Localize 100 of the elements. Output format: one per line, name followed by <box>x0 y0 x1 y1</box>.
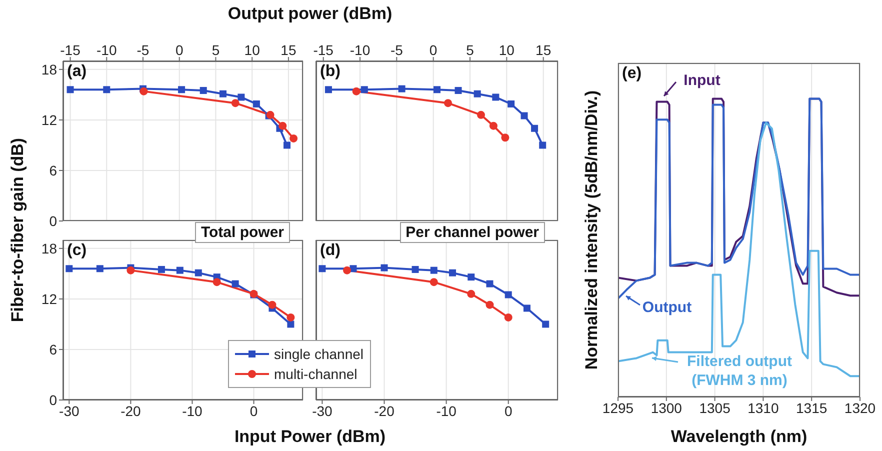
x-tick-label: -5 <box>136 42 150 58</box>
x-tick-label: -30 <box>59 402 80 419</box>
x-tick-label: 15 <box>536 42 552 58</box>
point <box>477 110 485 119</box>
y-tick-label: 6 <box>49 341 58 358</box>
x-tick-label: 1295 <box>602 400 634 416</box>
point <box>430 278 438 286</box>
x-tick-label: 1310 <box>748 400 779 416</box>
y-tick-label: 6 <box>49 162 58 178</box>
legend-label: Output <box>641 298 693 317</box>
point <box>178 86 186 94</box>
point <box>103 86 110 94</box>
point <box>492 94 500 101</box>
point <box>434 86 440 94</box>
y-tick-label: 18 <box>41 240 58 256</box>
annotation: (a) <box>67 63 87 81</box>
text: (e) <box>622 65 642 83</box>
x-axis-title: Input Power (dBm) <box>234 427 386 447</box>
x-tick-label: 0 <box>250 402 258 419</box>
point <box>489 122 498 130</box>
point <box>268 300 276 309</box>
x-axis-title: Wavelength (nm) <box>670 427 808 447</box>
point <box>468 274 475 281</box>
x-tick-label: -15 <box>313 42 334 58</box>
y-axis-title: Fiber-to-fiber gain (dB) <box>8 138 28 322</box>
point <box>278 122 287 130</box>
annotation: (d) <box>320 242 340 260</box>
point <box>352 87 360 96</box>
point <box>140 87 148 96</box>
point <box>96 265 104 272</box>
point <box>194 269 202 276</box>
point <box>360 86 368 94</box>
legend-label: multi-channel <box>274 365 358 384</box>
annotation: (c) <box>67 242 87 260</box>
x-tick-label: -20 <box>374 402 395 419</box>
point <box>454 86 462 94</box>
point <box>542 320 550 328</box>
point <box>504 291 512 298</box>
x-tick-label: 0 <box>504 402 512 419</box>
x-tick-label: -5 <box>390 42 404 58</box>
point <box>412 266 419 273</box>
x-tick-label: 1320 <box>844 400 876 416</box>
point <box>486 300 494 309</box>
x-tick-label: -10 <box>96 42 117 58</box>
x-tick-label: -30 <box>312 402 333 419</box>
x-tick-label: 1305 <box>699 400 731 416</box>
y-tick-label: 12 <box>41 290 58 307</box>
x-tick-label: 0 <box>429 42 438 58</box>
point <box>523 304 530 312</box>
point <box>539 142 546 149</box>
x-tick-label: 15 <box>280 42 296 58</box>
x-tick-label: -10 <box>350 42 370 58</box>
point <box>176 266 184 274</box>
point <box>238 94 245 101</box>
y-tick-label: 18 <box>41 61 58 78</box>
point <box>486 280 494 288</box>
y-axis-title: Normalized intensity (5dB/nm/Div.) <box>582 90 602 370</box>
x-axis-title: Output power (dBm) <box>228 4 392 24</box>
point <box>232 280 239 288</box>
point <box>212 278 221 286</box>
point <box>508 100 515 108</box>
x-tick-label: 1315 <box>796 400 828 416</box>
point <box>284 142 290 149</box>
point <box>430 266 438 274</box>
annotation: Per channel power <box>400 222 545 243</box>
point <box>158 266 165 273</box>
x-tick-label: 0 <box>175 42 184 58</box>
point <box>467 290 476 298</box>
point <box>290 134 298 142</box>
point <box>287 320 294 328</box>
point <box>520 112 528 120</box>
x-tick-label: -20 <box>120 402 142 419</box>
x-tick-label: 1300 <box>650 400 682 416</box>
legend-label: Filtered output (FWHM 3 nm) <box>686 352 793 390</box>
point <box>286 313 295 322</box>
point <box>231 99 240 108</box>
point <box>474 90 481 98</box>
x-tick-label: -10 <box>182 402 203 419</box>
point <box>66 86 74 94</box>
point <box>531 124 538 132</box>
legend-label: single channel <box>274 345 364 364</box>
point <box>444 99 452 108</box>
point <box>398 85 406 92</box>
point <box>66 265 73 272</box>
x-tick-label: 10 <box>244 42 260 58</box>
point <box>501 134 510 142</box>
point <box>324 86 332 94</box>
y-tick-label: 12 <box>41 112 58 128</box>
x-tick-label: -10 <box>436 402 457 419</box>
annotation: Total power <box>194 222 290 243</box>
point <box>200 86 207 94</box>
x-tick-label: 10 <box>498 42 515 58</box>
point <box>318 265 326 272</box>
annotation: (b) <box>320 63 340 81</box>
point <box>220 90 226 98</box>
x-tick-label: 5 <box>466 42 474 58</box>
y-tick-label: 0 <box>49 212 58 229</box>
point <box>252 100 260 108</box>
x-tick-label: -15 <box>60 42 81 58</box>
point <box>343 266 352 274</box>
